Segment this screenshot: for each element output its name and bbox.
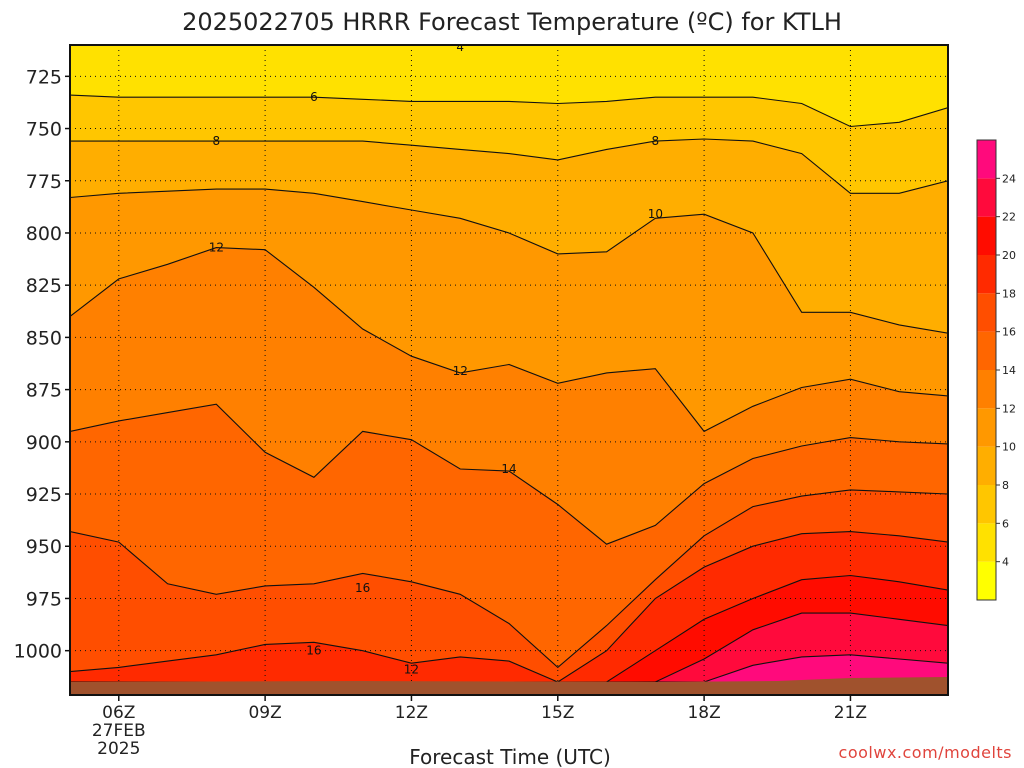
y-tick-label: 1000 <box>14 641 62 663</box>
isotherm-12 <box>70 247 948 433</box>
colorbar-tick-label: 22 <box>1002 211 1016 224</box>
y-tick-label: 800 <box>26 223 62 245</box>
y-tick-label: 750 <box>26 119 62 141</box>
x-tick-label: 18Z <box>687 703 720 723</box>
isotherm-8 <box>70 138 948 194</box>
isotherm-16 <box>70 489 948 669</box>
filled-contours: 4 6 8 8 10 12 12 14 16 16 12 <box>70 40 948 695</box>
contour-label: 4 <box>456 40 464 54</box>
contour-label: 14 <box>501 462 516 476</box>
colorbar-swatch <box>977 408 996 447</box>
contour-label: 12 <box>209 241 224 255</box>
y-tick-label: 875 <box>26 380 62 402</box>
x-tick-label: 12Z <box>395 703 428 723</box>
colorbar-tick-label: 20 <box>1002 249 1016 262</box>
colorbar-swatch <box>977 523 996 562</box>
plot-frame <box>69 44 949 696</box>
colorbar-swatch <box>977 446 996 485</box>
contour-label: 16 <box>306 644 321 658</box>
y-tick-label: 900 <box>26 432 62 454</box>
isotherm-10 <box>70 188 948 334</box>
colorbar-tick-label: 18 <box>1002 287 1016 300</box>
y-tick-label: 725 <box>26 66 62 88</box>
colorbar-swatch <box>977 561 996 600</box>
x-tick-label: 09Z <box>248 703 281 723</box>
x-axis-label: Forecast Time (UTC) <box>409 745 611 768</box>
colorbar-swatch <box>977 370 996 409</box>
colorbar-tick-label: 8 <box>1002 479 1009 492</box>
colorbar-swatch <box>977 255 996 294</box>
colorbar: 4 6 8 10 12 14 16 18 20 22 24 <box>976 139 1016 601</box>
chart-title: 2025022705 HRRR Forecast Temperature (ºC… <box>182 8 842 36</box>
colorbar-tick-label: 4 <box>1002 556 1009 569</box>
isotherm-6 <box>70 94 948 128</box>
colorbar-tick-label: 16 <box>1002 326 1016 339</box>
colorbar-swatch <box>977 293 996 332</box>
y-tick-label: 825 <box>26 275 62 297</box>
y-tick-label: 775 <box>26 171 62 193</box>
colorbar-tick-label: 14 <box>1002 364 1016 377</box>
colorbar-tick-label: 10 <box>1002 441 1016 454</box>
contour-label: 12 <box>453 364 468 378</box>
x-tick-label: 21Z <box>834 703 867 723</box>
colorbar-tick-label: 12 <box>1002 402 1016 415</box>
y-tick-label: 950 <box>26 536 62 558</box>
colorbar-swatch <box>977 331 996 370</box>
contour-label: 16 <box>355 581 370 595</box>
x-tick-sublabel: 27FEB <box>92 721 146 741</box>
y-axis: 725 750 775 800 825 850 875 900 925 950 975 1000 <box>14 66 70 663</box>
x-tick-sublabel: 2025 <box>97 739 140 759</box>
ground-surface <box>70 677 948 695</box>
contour-label: 8 <box>652 134 660 148</box>
isotherm-14 <box>70 403 948 545</box>
isotherm-18 <box>70 531 948 683</box>
y-tick-label: 975 <box>26 588 62 610</box>
colorbar-tick-label: 24 <box>1002 172 1016 185</box>
colorbar-swatch <box>977 485 996 524</box>
x-tick-label: 06Z <box>102 703 135 723</box>
contour-label: 6 <box>310 90 318 104</box>
contour-label: 12 <box>404 662 419 676</box>
y-tick-label: 850 <box>26 327 62 349</box>
y-tick-label: 925 <box>26 484 62 506</box>
x-tick-label: 15Z <box>541 703 574 723</box>
colorbar-swatch <box>977 140 996 179</box>
colorbar-tick-label: 6 <box>1002 517 1009 530</box>
colorbar-swatch <box>977 178 996 217</box>
plot-area: 4 6 8 8 10 12 12 14 16 16 12 <box>69 40 949 696</box>
contour-label: 10 <box>648 207 663 221</box>
colorbar-swatch <box>977 216 996 255</box>
contour-label: 8 <box>213 134 221 148</box>
credit-text: coolwx.com/modelts <box>839 743 1012 762</box>
